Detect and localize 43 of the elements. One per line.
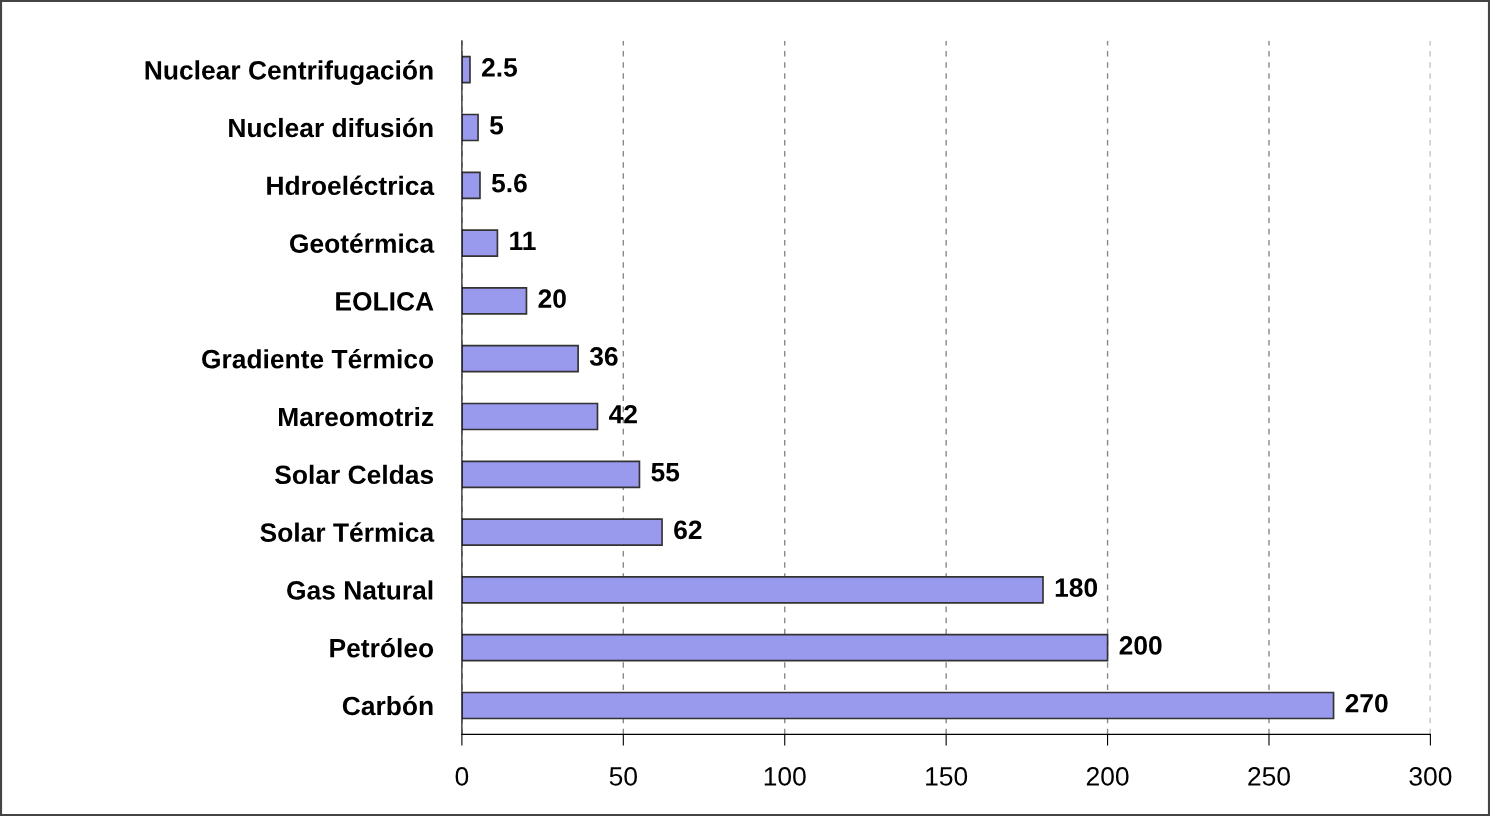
bar [461,518,663,546]
bar [461,460,641,489]
x-tick-label: 50 [609,767,637,786]
y-tick-label: Solar Celdas [275,464,434,485]
x-tick-label: 0 [455,767,469,786]
y-tick-label: Solar Térmica [260,522,435,542]
data-label: 200 [1119,636,1162,655]
data-label: 55 [651,462,680,482]
y-tick-label: Mareomotriz [279,406,434,427]
y-tick-label: Gradiente Térmico [202,348,434,369]
x-tick-label: 200 [1086,767,1129,786]
data-label: 62 [674,520,702,540]
data-label: 42 [609,404,637,424]
bar [461,576,1044,604]
data-label: 180 [1055,578,1098,597]
bar [461,633,1109,662]
bar [461,113,479,142]
data-label: 11 [510,231,536,250]
y-tick-label: EOLICA [336,292,434,311]
y-tick-label: Carbón [342,695,433,716]
data-label: 36 [589,347,618,366]
data-label: 5 [489,116,504,135]
x-tick-label: 100 [764,767,806,786]
data-label: 270 [1345,693,1388,713]
x-tick-label: 250 [1248,767,1290,786]
bar [461,229,499,257]
data-label: 20 [538,289,566,308]
y-tick-label: Nuclear Centrifugación [145,60,433,85]
y-tick-label: Hdroeléctrica [267,175,435,196]
y-tick-label: Geotérmica [290,233,435,253]
bar [461,55,471,84]
x-tick-label: 150 [926,767,968,786]
x-tick-label: 300 [1409,767,1452,786]
y-tick-label: Petróleo [330,637,434,658]
bar [461,171,481,200]
bar [461,344,579,373]
data-label: 5.6 [491,173,527,193]
y-tick-label: Gas Natural [287,580,433,600]
bar [461,287,528,315]
bar [461,691,1335,720]
y-tick-label: Nuclear difusión [229,117,433,138]
data-label: 2.5 [482,58,518,77]
bar [461,402,599,431]
